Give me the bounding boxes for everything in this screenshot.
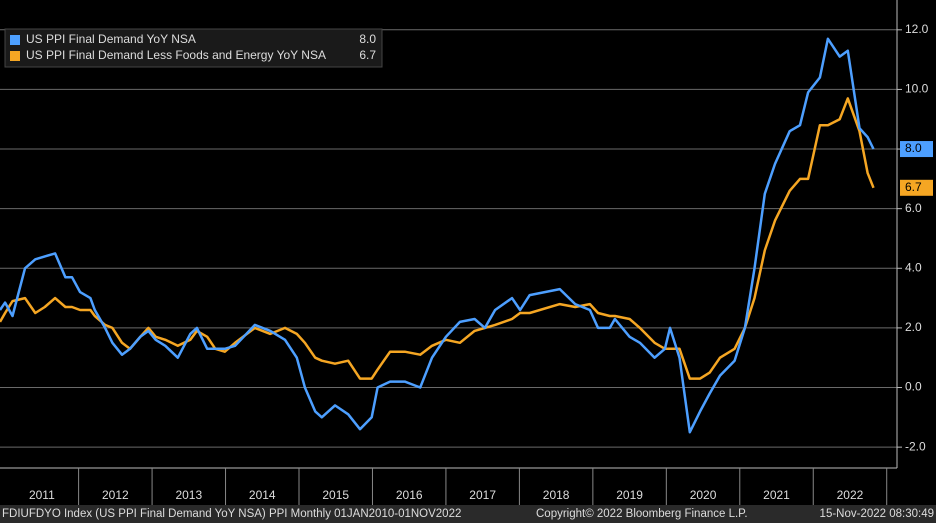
legend-label: US PPI Final Demand YoY NSA	[26, 32, 196, 46]
last-value-label: 6.7	[905, 180, 922, 194]
legend-box	[4, 28, 383, 68]
y-tick-label: 4.0	[905, 260, 922, 274]
y-tick-label: 2.0	[905, 320, 922, 334]
x-tick-label: 2016	[396, 488, 423, 502]
legend-label: US PPI Final Demand Less Foods and Energ…	[26, 48, 326, 62]
y-tick-label: 0.0	[905, 380, 922, 394]
x-tick-label: 2012	[102, 488, 129, 502]
x-tick-label: 2021	[763, 488, 790, 502]
x-tick-label: 2017	[469, 488, 496, 502]
legend-value: 8.0	[359, 32, 376, 46]
x-tick-label: 2013	[175, 488, 202, 502]
last-value-tag	[900, 141, 933, 158]
y-tick-label: 10.0	[905, 82, 929, 96]
x-tick-label: 2011	[29, 488, 55, 502]
x-tick-label: 2020	[690, 488, 717, 502]
legend-swatch	[10, 51, 20, 61]
line	[0, 97, 875, 380]
last-value-tag	[900, 179, 933, 196]
y-tick-label: -2.0	[905, 439, 926, 453]
legend-value: 6.7	[359, 48, 376, 62]
x-tick-label: 2015	[322, 488, 349, 502]
y-tick-label: 6.0	[905, 201, 922, 215]
footer-left: FDIUFDYO Index (US PPI Final Demand YoY …	[2, 508, 461, 520]
x-tick-label: 2019	[616, 488, 643, 502]
legend-swatch	[10, 35, 20, 45]
footer-right: 15-Nov-2022 08:30:49	[820, 508, 934, 520]
x-tick-label: 2014	[249, 488, 276, 502]
line	[0, 37, 875, 434]
last-value-label: 8.0	[905, 141, 922, 155]
x-tick-label: 2022	[837, 488, 864, 502]
x-tick-label: 2018	[543, 488, 570, 502]
footer-center: Copyright© 2022 Bloomberg Finance L.P.	[536, 508, 748, 520]
y-tick-label: 12.0	[905, 22, 929, 36]
footer-bar	[0, 505, 936, 523]
